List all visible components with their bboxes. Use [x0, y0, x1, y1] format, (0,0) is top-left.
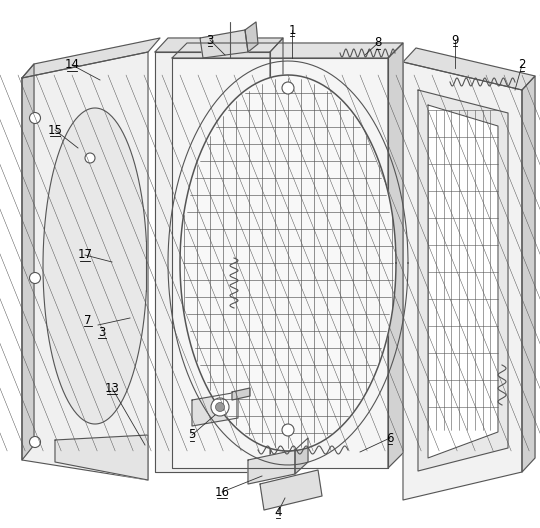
- Polygon shape: [418, 90, 508, 471]
- Polygon shape: [522, 76, 535, 472]
- Text: 3: 3: [206, 33, 214, 46]
- Text: 15: 15: [48, 124, 63, 137]
- Circle shape: [30, 437, 40, 448]
- Polygon shape: [55, 435, 148, 480]
- Circle shape: [282, 82, 294, 94]
- Circle shape: [211, 398, 229, 416]
- Polygon shape: [245, 22, 258, 52]
- Polygon shape: [155, 38, 283, 52]
- Polygon shape: [155, 52, 270, 472]
- Text: 6: 6: [386, 431, 394, 445]
- Polygon shape: [172, 58, 388, 468]
- Text: 17: 17: [78, 249, 92, 261]
- Polygon shape: [200, 30, 248, 58]
- Text: 14: 14: [64, 59, 79, 71]
- Polygon shape: [192, 392, 238, 426]
- Text: 3: 3: [98, 325, 106, 338]
- Text: 13: 13: [105, 382, 119, 394]
- Polygon shape: [22, 64, 34, 460]
- Circle shape: [30, 112, 40, 124]
- Polygon shape: [180, 75, 396, 451]
- Text: 16: 16: [214, 486, 230, 498]
- Polygon shape: [388, 43, 403, 468]
- Text: 1: 1: [288, 24, 296, 36]
- Circle shape: [215, 402, 225, 411]
- Text: 2: 2: [518, 59, 526, 71]
- Circle shape: [30, 272, 40, 284]
- Text: 8: 8: [374, 36, 382, 50]
- Polygon shape: [22, 38, 160, 78]
- Text: 4: 4: [274, 505, 282, 518]
- Polygon shape: [260, 470, 322, 510]
- Polygon shape: [232, 388, 250, 400]
- Polygon shape: [403, 48, 535, 90]
- Polygon shape: [428, 105, 498, 458]
- Polygon shape: [270, 38, 283, 472]
- Polygon shape: [43, 108, 146, 424]
- Polygon shape: [22, 52, 148, 480]
- Circle shape: [85, 153, 95, 163]
- Text: 7: 7: [84, 314, 92, 326]
- Polygon shape: [295, 438, 308, 474]
- Polygon shape: [172, 43, 403, 58]
- Polygon shape: [403, 62, 522, 500]
- Polygon shape: [248, 450, 295, 484]
- Text: 9: 9: [451, 33, 459, 46]
- Circle shape: [282, 424, 294, 436]
- Text: 5: 5: [188, 429, 195, 441]
